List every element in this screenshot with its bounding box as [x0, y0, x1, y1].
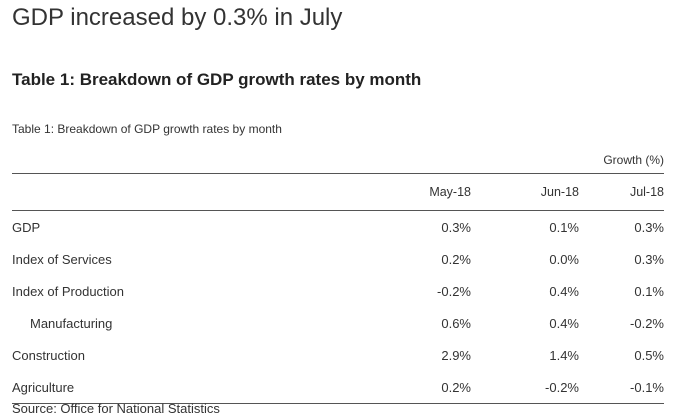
cell-jul: 0.5% — [634, 347, 664, 363]
cell-jun: 0.4% — [549, 315, 579, 331]
cell-jul: 0.3% — [634, 219, 664, 235]
row-label: Index of Production — [12, 283, 125, 299]
cell-may: 0.2% — [441, 251, 471, 267]
table-caption: Table 1: Breakdown of GDP growth rates b… — [12, 122, 282, 136]
table-row-manufacturing: Manufacturing 0.6% 0.4% -0.2% — [12, 307, 664, 339]
table-heading: Table 1: Breakdown of GDP growth rates b… — [12, 70, 422, 89]
cell-jun: 1.4% — [549, 347, 579, 363]
cell-jul: 0.1% — [634, 283, 664, 299]
cell-jun: -0.2% — [471, 371, 579, 404]
cell-may: 0.6% — [441, 315, 471, 331]
column-header-label — [12, 173, 290, 211]
table-row-construction: Construction 2.9% 1.4% 0.5% — [12, 339, 664, 371]
column-header-jun: Jun-18 — [471, 173, 579, 211]
cell-jul: 0.3% — [634, 251, 664, 267]
gdp-table-container: Growth (%) May-18 Jun-18 Jul-18 GDP 0.3%… — [12, 146, 664, 404]
units-label: Growth (%) — [603, 152, 664, 167]
table-row-agriculture: Agriculture 0.2% -0.2% -0.1% — [12, 371, 664, 404]
table-row-production: Index of Production -0.2% 0.4% 0.1% — [12, 275, 664, 307]
cell-may: 2.9% — [441, 347, 471, 363]
row-label: GDP — [12, 219, 41, 235]
table-row-gdp: GDP 0.3% 0.1% 0.3% — [12, 211, 664, 244]
cell-may: 0.2% — [290, 371, 471, 404]
cell-may: 0.3% — [441, 219, 471, 235]
cell-jul: -0.1% — [579, 371, 664, 404]
cell-jun: 0.1% — [549, 219, 579, 235]
page-title: GDP increased by 0.3% in July — [12, 4, 343, 31]
table-row-services: Index of Services 0.2% 0.0% 0.3% — [12, 243, 664, 275]
units-row: Growth (%) — [12, 146, 664, 174]
cell-may: -0.2% — [437, 283, 471, 299]
column-header-row: May-18 Jun-18 Jul-18 — [12, 173, 664, 211]
row-label: Index of Services — [12, 251, 112, 267]
source-note: Source: Office for National Statistics — [12, 401, 220, 416]
row-label: Manufacturing — [30, 315, 113, 331]
cell-jul: -0.2% — [630, 315, 664, 331]
column-header-jul: Jul-18 — [579, 173, 664, 211]
cell-jun: 0.4% — [549, 283, 579, 299]
cell-jun: 0.0% — [549, 251, 579, 267]
gdp-growth-table: Growth (%) May-18 Jun-18 Jul-18 GDP 0.3%… — [12, 146, 664, 404]
row-label: Construction — [12, 347, 85, 363]
column-header-may: May-18 — [290, 173, 471, 211]
row-label: Agriculture — [12, 371, 290, 404]
